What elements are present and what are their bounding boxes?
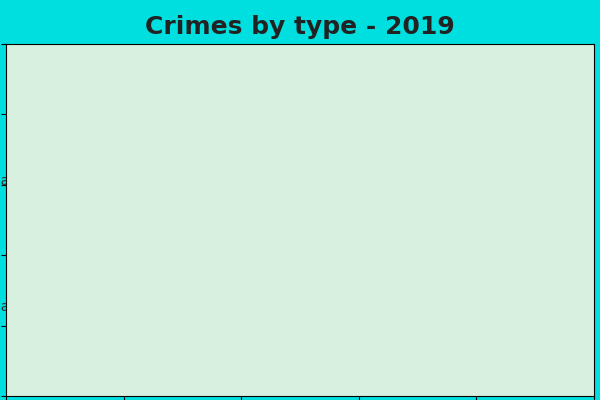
Text: Burglaries (13.8%): Burglaries (13.8%)	[0, 174, 171, 188]
Wedge shape	[300, 81, 380, 214]
Wedge shape	[167, 81, 392, 347]
Text: Thefts (62.1%): Thefts (62.1%)	[431, 227, 595, 241]
Text: Auto thefts (13.8%): Auto thefts (13.8%)	[166, 61, 302, 93]
Title: Crimes by type - 2019: Crimes by type - 2019	[145, 15, 455, 39]
Wedge shape	[300, 108, 433, 214]
Text: Assaults (10.3%): Assaults (10.3%)	[0, 287, 191, 314]
Wedge shape	[300, 206, 433, 310]
Text: City-Data.com: City-Data.com	[391, 121, 479, 134]
